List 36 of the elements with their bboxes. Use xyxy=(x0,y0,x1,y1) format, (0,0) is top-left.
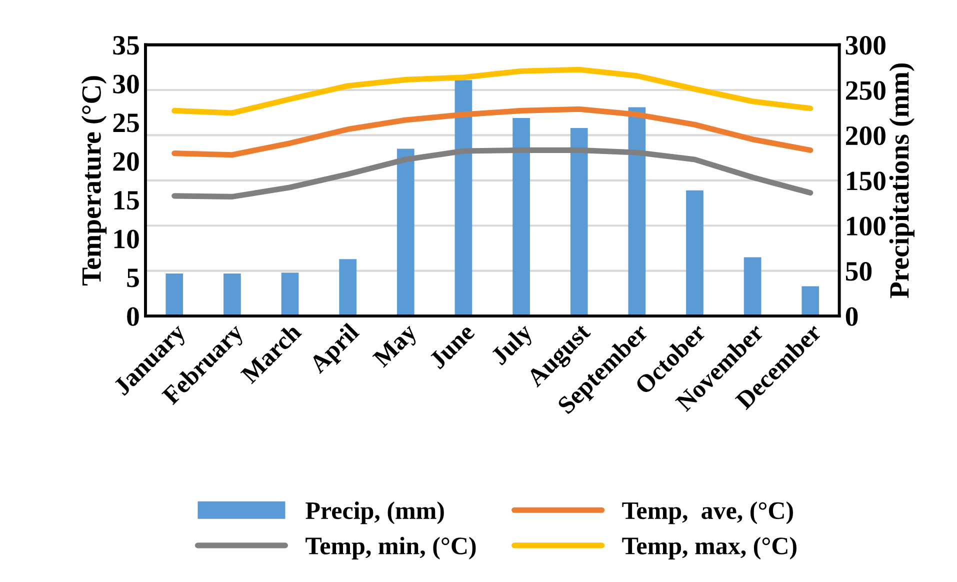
legend-label: Temp, max, (°C) xyxy=(622,536,796,560)
x-tick-label: May xyxy=(372,322,422,372)
bar xyxy=(454,80,472,316)
y-tick-label: 10 xyxy=(114,230,139,248)
y-tick-label: 30 xyxy=(113,74,139,94)
y-tick-label: 15 xyxy=(114,191,139,210)
bar xyxy=(339,259,356,316)
bar xyxy=(281,272,299,316)
y-tick-label: 0 xyxy=(127,307,139,326)
y2-tick-label: 100 xyxy=(847,216,886,236)
y-tick-label: 5 xyxy=(127,268,139,288)
bar xyxy=(686,190,704,316)
x-tick-label: June xyxy=(428,322,476,370)
legend-label: Temp, min, (°C) xyxy=(306,536,476,560)
bar xyxy=(802,286,820,316)
y2-tick-label: 300 xyxy=(846,36,886,55)
bar xyxy=(570,128,588,316)
legend-label: Temp, ave, (°C) xyxy=(622,502,793,524)
bar xyxy=(396,148,414,316)
y2-axis-title: Precipitations (mm) xyxy=(889,63,914,298)
y2-tick-label: 50 xyxy=(846,262,872,281)
y2-tick-label: 150 xyxy=(847,172,886,190)
y-tick-label: 25 xyxy=(113,114,139,132)
y2-tick-label: 250 xyxy=(846,81,886,100)
x-tick-label: July xyxy=(490,322,538,370)
bar xyxy=(744,257,762,316)
bar xyxy=(224,274,241,316)
y-axis-title: Temperature (°C) xyxy=(81,76,107,286)
bar xyxy=(512,118,530,316)
bar xyxy=(628,107,646,316)
bar xyxy=(166,274,184,316)
y-tick-label: 20 xyxy=(113,152,139,171)
y-tick-label: 35 xyxy=(113,36,139,55)
y2-tick-label: 0 xyxy=(846,307,858,326)
y2-tick-label: 200 xyxy=(846,126,886,146)
legend-label: Precip, (mm) xyxy=(306,502,444,524)
